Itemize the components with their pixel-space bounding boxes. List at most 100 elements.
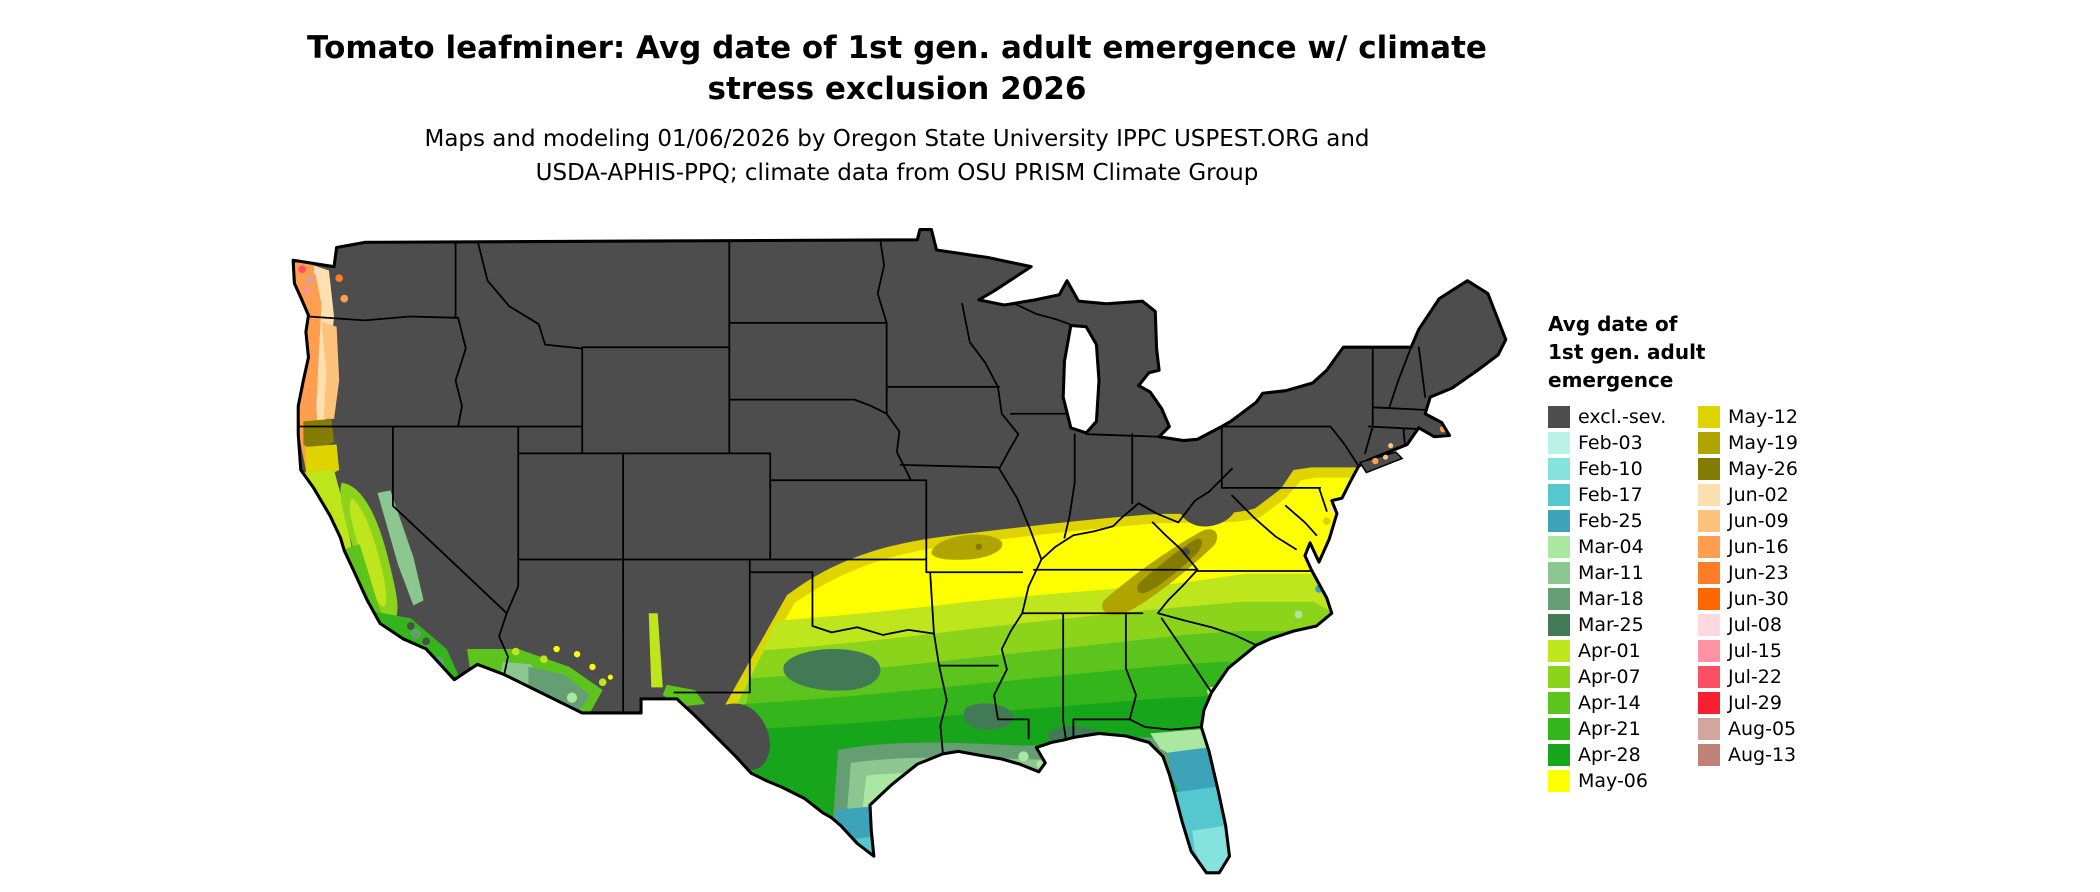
legend-swatch <box>1548 614 1570 636</box>
legend-item: May-06 <box>1548 768 1698 794</box>
subtitle-line-2: USDA-APHIS-PPQ; climate data from OSU PR… <box>535 160 1259 186</box>
legend-swatch <box>1548 432 1570 454</box>
legend-label: Mar-18 <box>1578 588 1644 610</box>
legend-swatch <box>1698 744 1720 766</box>
legend-swatch <box>1698 458 1720 480</box>
legend-item: Mar-25 <box>1548 612 1698 638</box>
page-subtitle: Maps and modeling 01/06/2026 by Oregon S… <box>0 122 1794 190</box>
legend-swatch <box>1698 588 1720 610</box>
legend-label: Feb-17 <box>1578 484 1643 506</box>
legend-item: Jun-30 <box>1698 586 1798 612</box>
legend-item: Apr-21 <box>1548 716 1698 742</box>
legend-swatch <box>1548 536 1570 558</box>
legend-item: Jul-29 <box>1698 690 1798 716</box>
legend-swatch <box>1548 692 1570 714</box>
legend-label: Jul-08 <box>1728 614 1782 636</box>
legend-swatch <box>1698 562 1720 584</box>
legend-swatch <box>1548 640 1570 662</box>
legend-item: Jun-09 <box>1698 508 1798 534</box>
legend-swatch <box>1548 484 1570 506</box>
legend-swatch <box>1548 666 1570 688</box>
legend-label: Apr-28 <box>1578 744 1641 766</box>
legend: Avg date of 1st gen. adult emergence excl.… <box>1548 310 1798 794</box>
legend-swatch <box>1698 406 1720 428</box>
legend-title: Avg date of 1st gen. adult emergence <box>1548 310 1798 394</box>
legend-swatch <box>1698 692 1720 714</box>
legend-columns: excl.-sev. Feb-03 Feb-10 Feb-17 Feb-25 Mar-04… <box>1548 404 1798 794</box>
legend-swatch <box>1548 562 1570 584</box>
legend-swatch <box>1698 614 1720 636</box>
legend-label: excl.-sev. <box>1578 406 1667 428</box>
legend-swatch <box>1698 640 1720 662</box>
legend-swatch <box>1698 536 1720 558</box>
legend-label: Aug-13 <box>1728 744 1797 766</box>
legend-swatch <box>1548 406 1570 428</box>
legend-swatch <box>1698 666 1720 688</box>
legend-swatch <box>1698 484 1720 506</box>
legend-item: Mar-18 <box>1548 586 1698 612</box>
legend-label: Jun-16 <box>1728 536 1789 558</box>
legend-swatch <box>1548 744 1570 766</box>
legend-label: May-06 <box>1578 770 1648 792</box>
map-fill-layers <box>293 229 1506 873</box>
legend-swatch <box>1548 458 1570 480</box>
state-borders <box>297 238 1427 755</box>
legend-label: Aug-05 <box>1728 718 1797 740</box>
legend-item: Feb-17 <box>1548 482 1698 508</box>
legend-item: Apr-28 <box>1548 742 1698 768</box>
legend-label: Mar-11 <box>1578 562 1644 584</box>
legend-title-line: Avg date of <box>1548 312 1678 336</box>
legend-item: Feb-10 <box>1548 456 1698 482</box>
legend-column1: excl.-sev. Feb-03 Feb-10 Feb-17 Feb-25 Mar-04… <box>1548 404 1698 794</box>
legend-item: May-12 <box>1698 404 1798 430</box>
legend-item: Mar-11 <box>1548 560 1698 586</box>
legend-item: Feb-25 <box>1548 508 1698 534</box>
legend-swatch <box>1548 510 1570 532</box>
us-outline <box>291 228 1508 875</box>
legend-column2: May-12 May-19 May-26 Jun-02 Jun-09 Jun-16 Jun-… <box>1698 404 1798 794</box>
title-line-1: Tomato leafminer: Avg date of 1st gen. a… <box>307 30 1487 66</box>
legend-item: Jun-23 <box>1698 560 1798 586</box>
legend-label: Jun-30 <box>1728 588 1789 610</box>
legend-title-line: emergence <box>1548 368 1674 392</box>
legend-item: Jul-08 <box>1698 612 1798 638</box>
legend-label: Feb-03 <box>1578 432 1643 454</box>
long-island <box>1358 451 1404 474</box>
legend-swatch <box>1698 718 1720 740</box>
legend-swatch <box>1548 718 1570 740</box>
legend-swatch <box>1548 770 1570 792</box>
legend-item: Apr-07 <box>1548 664 1698 690</box>
page-title: Tomato leafminer: Avg date of 1st gen. a… <box>0 28 1794 110</box>
legend-label: Mar-25 <box>1578 614 1644 636</box>
legend-title-line: 1st gen. adult <box>1548 340 1706 364</box>
legend-label: Apr-14 <box>1578 692 1641 714</box>
subtitle-line-1: Maps and modeling 01/06/2026 by Oregon S… <box>424 126 1370 152</box>
legend-item: Jul-15 <box>1698 638 1798 664</box>
legend-item: Jun-02 <box>1698 482 1798 508</box>
legend-label: Jul-29 <box>1728 692 1782 714</box>
legend-item: Feb-03 <box>1548 430 1698 456</box>
legend-item: Apr-01 <box>1548 638 1698 664</box>
legend-label: Jul-15 <box>1728 640 1782 662</box>
legend-label: Jun-09 <box>1728 510 1789 532</box>
us-map <box>291 228 1508 875</box>
legend-item: Jul-22 <box>1698 664 1798 690</box>
legend-label: May-26 <box>1728 458 1798 480</box>
legend-item: excl.-sev. <box>1548 404 1698 430</box>
legend-label: Apr-01 <box>1578 640 1641 662</box>
legend-label: Feb-10 <box>1578 458 1643 480</box>
legend-swatch <box>1698 432 1720 454</box>
legend-label: Mar-04 <box>1578 536 1644 558</box>
legend-label: Jun-23 <box>1728 562 1789 584</box>
legend-label: Apr-21 <box>1578 718 1641 740</box>
legend-label: Jun-02 <box>1728 484 1789 506</box>
legend-label: Jul-22 <box>1728 666 1782 688</box>
legend-item: Aug-13 <box>1698 742 1798 768</box>
legend-item: May-26 <box>1698 456 1798 482</box>
legend-label: May-12 <box>1728 406 1798 428</box>
legend-item: Aug-05 <box>1698 716 1798 742</box>
legend-item: Jun-16 <box>1698 534 1798 560</box>
legend-item: May-19 <box>1698 430 1798 456</box>
legend-swatch <box>1548 588 1570 610</box>
legend-item: Apr-14 <box>1548 690 1698 716</box>
